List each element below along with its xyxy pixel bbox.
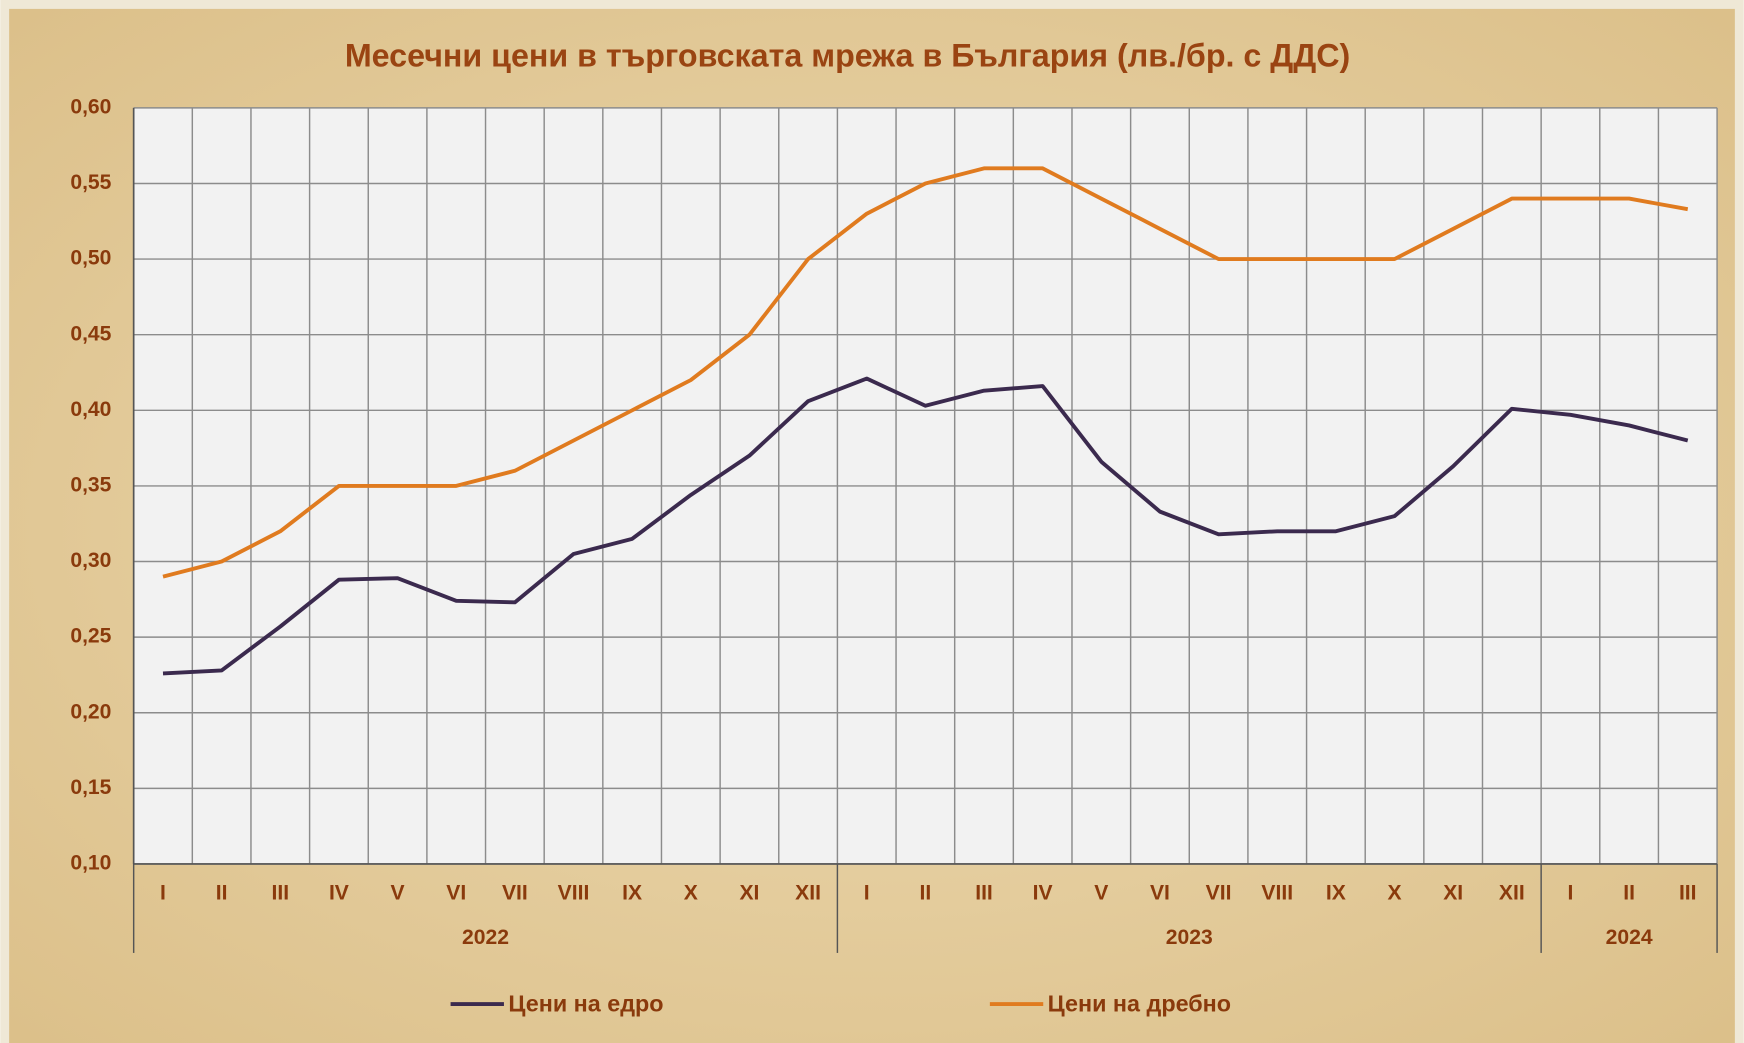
x-tick-label: III [1679, 882, 1697, 905]
x-tick-label: VIII [1261, 882, 1293, 905]
y-tick-label: 0,55 [70, 171, 111, 194]
x-tick-label: V [391, 882, 405, 905]
x-tick-label: VII [502, 882, 528, 905]
x-tick-label: VII [1206, 882, 1232, 905]
x-tick-label: IV [329, 882, 349, 905]
legend-label: Цени на дребно [1048, 990, 1231, 1016]
y-tick-label: 0,60 [70, 95, 111, 118]
x-tick-label: I [160, 882, 166, 905]
x-group-label: 2024 [1606, 926, 1653, 949]
x-tick-label: II [1623, 882, 1635, 905]
y-tick-label: 0,25 [70, 625, 111, 648]
y-tick-label: 0,15 [70, 776, 111, 799]
x-tick-label: II [920, 882, 932, 905]
x-group-label: 2022 [462, 926, 509, 949]
x-tick-label: I [864, 882, 870, 905]
x-tick-label: IX [1326, 882, 1346, 905]
y-tick-label: 0,10 [70, 852, 111, 875]
x-tick-label: III [975, 882, 993, 905]
x-tick-label: X [1387, 882, 1401, 905]
series-line [162, 166, 1689, 579]
y-tick-label: 0,20 [70, 700, 111, 723]
x-tick-label: VIII [558, 882, 590, 905]
x-group-label: 2023 [1166, 926, 1213, 949]
y-tick-label: 0,30 [70, 549, 111, 572]
x-tick-label: VI [446, 882, 466, 905]
x-tick-label: III [271, 882, 289, 905]
x-tick-label: IV [1033, 882, 1053, 905]
x-tick-label: XII [1499, 882, 1525, 905]
series-line [162, 376, 1689, 676]
chart-title: Месечни цени в търговската мрежа в Бълга… [345, 37, 1350, 73]
x-tick-label: X [684, 882, 698, 905]
x-tick-label: VI [1150, 882, 1170, 905]
legend-label: Цени на едро [508, 990, 663, 1016]
y-tick-label: 0,40 [70, 398, 111, 421]
y-tick-label: 0,50 [70, 247, 111, 270]
y-tick-label: 0,35 [70, 473, 111, 496]
x-tick-label: V [1094, 882, 1108, 905]
x-tick-label: II [216, 882, 228, 905]
x-tick-label: XI [1443, 882, 1463, 905]
x-tick-label: XI [739, 882, 759, 905]
x-tick-label: I [1568, 882, 1574, 905]
x-tick-label: IX [622, 882, 642, 905]
x-tick-label: XII [795, 882, 821, 905]
y-tick-label: 0,45 [70, 322, 111, 345]
